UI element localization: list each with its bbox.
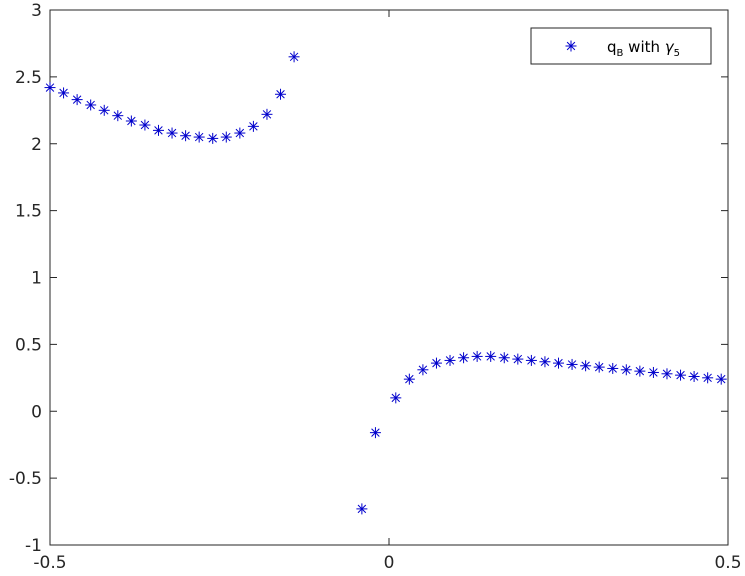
y-tick-label: 0.5 — [15, 335, 42, 355]
data-point — [71, 94, 83, 106]
data-point — [152, 124, 164, 136]
data-point — [98, 104, 110, 116]
data-point — [58, 87, 70, 99]
tick-labels: -0.5 0 0.5-1-0.500.511.522.53 — [9, 1, 742, 573]
data-point — [715, 373, 727, 385]
data-point — [458, 352, 470, 364]
data-point — [112, 110, 124, 122]
data-point — [593, 361, 605, 373]
data-point — [525, 354, 537, 366]
data-markers — [44, 51, 727, 515]
legend-label-greek: γ — [665, 38, 675, 56]
data-point — [566, 358, 578, 370]
y-tick-label: 1 — [31, 269, 42, 289]
data-point — [444, 354, 456, 366]
y-tick-label: 1.5 — [15, 202, 42, 222]
legend-marker-icon — [565, 40, 577, 52]
data-point — [193, 131, 205, 143]
y-tick-label: 0 — [31, 402, 42, 422]
legend-asterisk-icon — [565, 40, 577, 52]
data-point — [403, 373, 415, 385]
legend-label-mid: with — [623, 38, 664, 56]
legend-label-sub1: B — [617, 48, 624, 59]
data-point — [44, 82, 56, 94]
data-point — [288, 51, 300, 63]
y-tick-label: -1 — [25, 536, 42, 556]
legend-box — [530, 27, 712, 65]
data-point — [261, 108, 273, 120]
data-point — [85, 99, 97, 111]
data-point — [275, 88, 287, 100]
axis-ticks — [49, 9, 729, 546]
legend-label: qB with γ5 — [607, 38, 680, 59]
data-point — [234, 127, 246, 139]
y-tick-label: 2.5 — [15, 68, 42, 88]
data-point — [125, 115, 137, 127]
data-point — [539, 356, 551, 368]
data-point — [620, 364, 632, 376]
data-point — [553, 357, 564, 369]
y-tick-label: 2 — [31, 135, 42, 155]
data-point — [390, 392, 402, 404]
legend-label-main: q — [607, 38, 617, 56]
data-point — [661, 368, 673, 380]
data-point — [417, 364, 429, 376]
data-point — [471, 350, 483, 362]
data-point — [207, 132, 219, 144]
data-point — [607, 362, 619, 374]
plot-area — [49, 9, 729, 546]
data-point — [369, 427, 381, 439]
data-point — [512, 353, 524, 365]
data-point — [634, 365, 646, 377]
data-point — [356, 503, 368, 515]
x-tick-label: 0 — [384, 553, 395, 573]
legend-label-sub2: 5 — [674, 48, 680, 59]
data-point — [430, 357, 442, 369]
data-point — [702, 372, 714, 384]
y-tick-label: -0.5 — [9, 469, 42, 489]
y-tick-label: 3 — [31, 1, 42, 21]
x-tick-label: -0.5 — [33, 553, 66, 573]
data-point — [139, 119, 151, 131]
data-point — [688, 370, 700, 382]
data-point — [498, 352, 510, 364]
x-tick-label: 0.5 — [714, 553, 741, 573]
legend: qB with γ5 — [530, 27, 712, 65]
data-point — [247, 120, 259, 132]
data-point — [180, 130, 192, 142]
data-point — [647, 366, 659, 378]
data-point — [675, 369, 687, 381]
data-point — [220, 131, 232, 143]
data-point — [485, 350, 497, 362]
data-point — [580, 360, 592, 372]
data-point — [166, 127, 178, 139]
